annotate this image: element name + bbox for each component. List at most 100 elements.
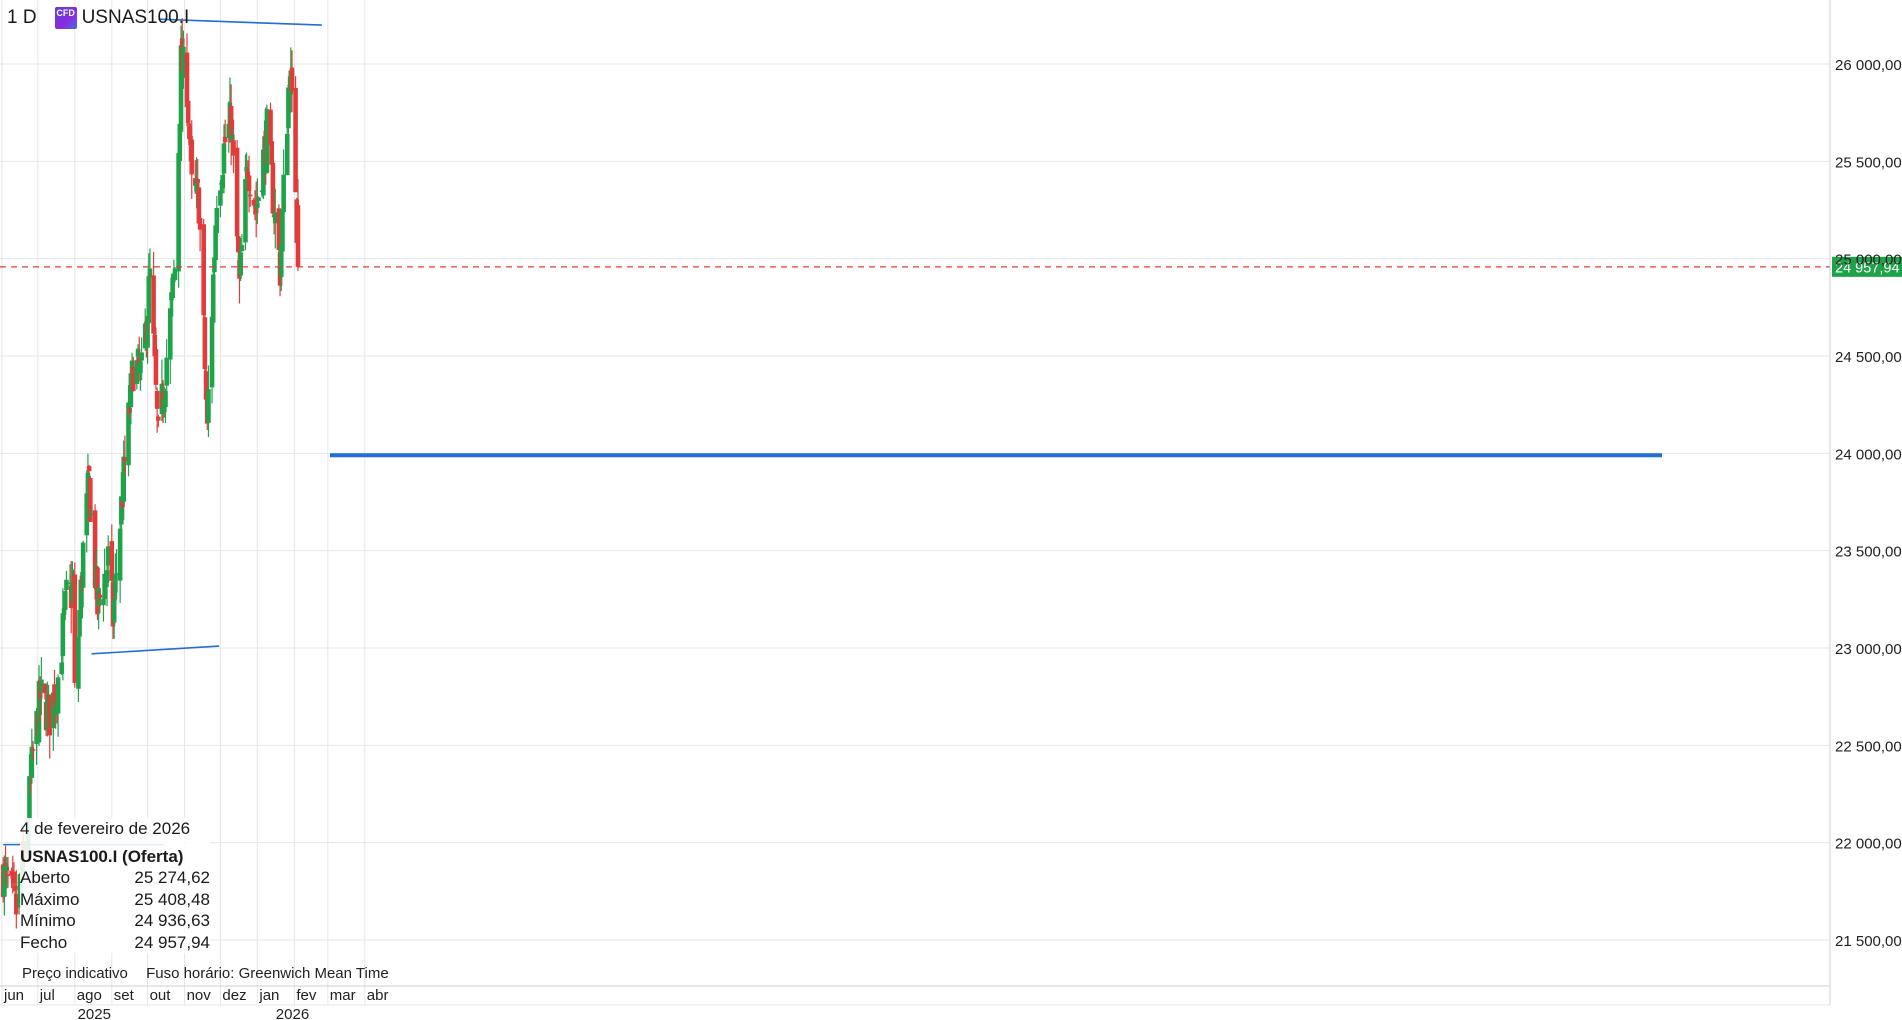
last-price-label: 24 957,94 <box>1835 260 1900 276</box>
candle-body <box>119 496 124 525</box>
candle-body <box>247 194 253 197</box>
info-instrument: USNAS100.I (Oferta) <box>20 846 184 866</box>
info-value: 24 936,63 <box>134 911 210 930</box>
x-tick-label: jul <box>39 987 55 1004</box>
candle-body <box>104 570 110 583</box>
candle-body <box>47 694 53 736</box>
candle-body <box>181 46 186 78</box>
candle-body <box>268 109 273 145</box>
candle-body <box>209 316 215 388</box>
candle-body <box>222 136 228 143</box>
candle-body <box>92 510 98 588</box>
candle-body <box>214 208 220 234</box>
candle-body <box>213 225 218 261</box>
candle-body <box>5 874 11 877</box>
candle-body <box>39 679 44 692</box>
candle-body <box>246 175 252 192</box>
candle-body <box>234 147 240 237</box>
candle-body <box>78 579 84 619</box>
candle-body <box>177 123 183 161</box>
candle-body <box>147 268 153 278</box>
y-tick-label: 24 000,00 <box>1835 446 1902 463</box>
candle-body <box>239 245 245 252</box>
candle-body <box>111 599 117 623</box>
candle-body <box>135 348 141 357</box>
candle-body <box>117 528 123 581</box>
candle-body <box>86 465 92 472</box>
last-price-tag <box>1832 256 1902 277</box>
candle-body <box>85 472 91 502</box>
trendline <box>91 645 220 655</box>
candle-body <box>256 197 261 202</box>
info-label: Fecho <box>20 932 68 952</box>
candle-body <box>67 582 73 585</box>
y-tick-label: 25 500,00 <box>1835 154 1902 171</box>
x-tick-label: ago <box>77 987 102 1004</box>
candle-body <box>36 681 42 743</box>
candle-body <box>226 123 232 139</box>
candle-body <box>251 199 257 206</box>
candle-body <box>14 893 19 915</box>
candle-body <box>231 140 236 156</box>
info-value: 25 274,62 <box>134 868 210 887</box>
info-row-close: Fecho 24 957,94 <box>20 932 210 954</box>
candle-body <box>97 594 103 598</box>
x-tick-label: out <box>150 987 172 1004</box>
candle-body <box>145 318 150 348</box>
candle-body <box>243 179 248 243</box>
candle-body <box>113 574 118 593</box>
candle-body <box>189 139 195 175</box>
candle-body <box>203 371 209 400</box>
timeframe-selector[interactable]: 1 D <box>7 7 37 28</box>
info-label: Aberto <box>20 868 71 887</box>
candle-body <box>88 478 93 522</box>
candle-body <box>62 591 68 610</box>
candle-body <box>184 52 190 108</box>
candle-body <box>109 541 115 581</box>
info-row-high: Máximo 25 408,48 <box>20 889 210 911</box>
y-tick-label: 22 500,00 <box>1835 738 1902 755</box>
candle-body <box>76 636 81 689</box>
y-tick-label: 25 000,00 <box>1835 252 1902 269</box>
candle-body <box>156 416 161 421</box>
candle-body <box>30 749 36 751</box>
candle-body <box>264 109 270 173</box>
candle-body <box>72 574 78 683</box>
candle-body <box>102 573 107 600</box>
candle-body <box>284 133 290 176</box>
candle-body <box>61 608 67 615</box>
candle-body <box>194 178 199 192</box>
price-note: Preço indicativo <box>22 965 128 982</box>
candle-body <box>59 662 64 675</box>
candle-body <box>101 598 106 606</box>
candle-body <box>3 863 8 867</box>
candle-body <box>4 866 10 871</box>
candle-body <box>281 174 286 213</box>
info-date: 4 de fevereiro de 2026 <box>20 819 191 838</box>
candle-body <box>17 874 23 908</box>
candle-body <box>195 179 201 183</box>
candle-body <box>121 456 127 502</box>
candle-body <box>89 513 94 515</box>
candle-body <box>178 45 184 132</box>
timezone-note: Fuso horário: Greenwich Mean Time <box>146 965 389 982</box>
info-row-low: Mínimo 24 936,63 <box>20 910 210 932</box>
candle-body <box>55 677 61 714</box>
candle-body <box>278 244 284 278</box>
candle-body <box>210 274 216 323</box>
y-tick-label: 26 000,00 <box>1835 57 1902 74</box>
candle-body <box>70 584 75 602</box>
candle-body <box>52 684 57 710</box>
candle-body <box>51 692 56 729</box>
info-label: Mínimo <box>20 911 76 930</box>
x-tick-label: nov <box>187 987 212 1004</box>
candle-body <box>253 204 259 214</box>
candle-body <box>261 149 266 196</box>
candle-body <box>197 217 203 230</box>
symbol-name[interactable]: USNAS100.I <box>81 7 190 28</box>
candle-body <box>126 402 131 466</box>
candle-body <box>176 153 181 272</box>
candle-body <box>134 360 140 385</box>
info-row-open: Aberto 25 274,62 <box>20 867 210 889</box>
